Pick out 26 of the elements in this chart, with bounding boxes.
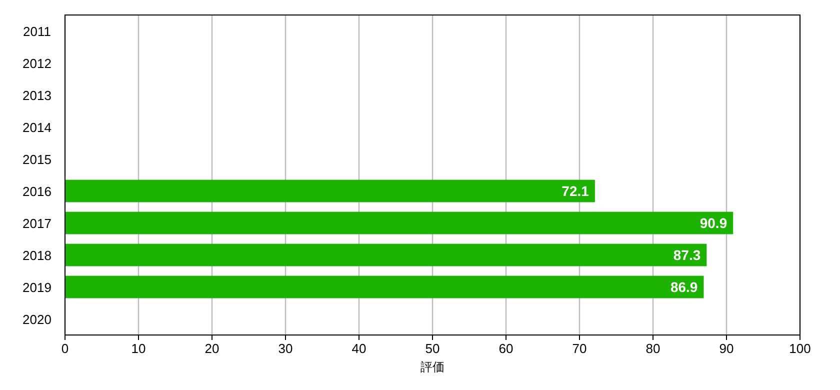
x-tick-label: 70 [572, 341, 587, 356]
x-tick-label: 90 [719, 341, 734, 356]
x-tick-label: 50 [425, 341, 440, 356]
y-tick-label: 2012 [22, 56, 52, 71]
y-tick-label: 2017 [22, 216, 52, 231]
y-tick-label: 2020 [22, 312, 52, 327]
y-tick-label: 2011 [23, 24, 51, 39]
x-tick-label: 0 [61, 341, 69, 356]
x-tick-label: 80 [646, 341, 660, 356]
data-label: 72.1 [562, 183, 590, 199]
y-tick-label: 2019 [22, 280, 52, 295]
x-tick-label: 10 [131, 341, 146, 356]
x-tick-label: 100 [789, 341, 811, 356]
y-tick-label: 2015 [22, 152, 52, 167]
data-label: 86.9 [670, 279, 698, 295]
x-tick-label: 40 [352, 341, 366, 356]
x-axis-title: 評価 [420, 360, 444, 374]
x-tick-label: 20 [204, 341, 220, 356]
y-tick-label: 2016 [22, 184, 52, 199]
y-tick-label: 2018 [22, 248, 52, 263]
x-tick-label: 60 [498, 341, 514, 356]
y-tick-label: 2013 [22, 88, 52, 103]
data-label: 87.3 [673, 247, 701, 263]
data-label: 90.9 [700, 215, 728, 231]
y-tick-label: 2014 [22, 120, 52, 135]
x-tick-label: 30 [278, 341, 293, 356]
